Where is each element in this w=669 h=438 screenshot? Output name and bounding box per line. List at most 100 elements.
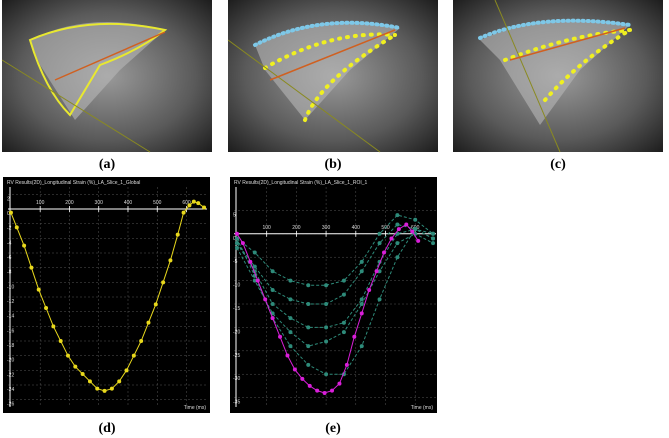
y-tick-label: -15	[233, 306, 240, 312]
data-point	[306, 283, 311, 288]
data-point	[8, 210, 13, 215]
chart-title: RV Results(2D)_Longitudinal Strain (%)_L…	[234, 180, 368, 186]
data-point	[29, 265, 34, 270]
x-tick-label: 100	[36, 200, 45, 206]
x-axis-label: Time (ms)	[411, 405, 434, 411]
data-point	[51, 324, 56, 329]
data-point	[377, 297, 382, 302]
x-tick-label: 200	[292, 225, 301, 231]
data-point	[359, 311, 364, 316]
data-point	[377, 231, 382, 236]
y-tick-label: -18	[7, 343, 14, 349]
data-point	[22, 243, 27, 248]
data-point	[359, 259, 364, 264]
data-point	[270, 302, 275, 307]
data-point	[431, 236, 436, 241]
y-tick-label: -22	[7, 372, 14, 378]
y-tick-label: -20	[233, 329, 240, 335]
chart: RV Results(2D)_Longitudinal Strain (%)_L…	[230, 177, 437, 436]
data-point	[288, 278, 293, 283]
data-point	[102, 388, 107, 393]
image-a	[1, 0, 212, 153]
data-point	[270, 316, 275, 321]
data-point	[288, 330, 293, 335]
x-tick-label: 100	[263, 225, 272, 231]
data-point	[395, 255, 400, 260]
series-line	[236, 214, 434, 286]
data-point	[234, 245, 239, 250]
chart: RV Results(2D)_Longitudinal Strain (%)_L…	[3, 177, 210, 436]
data-point	[73, 364, 78, 369]
data-point	[131, 353, 136, 358]
data-point	[389, 236, 394, 241]
data-point	[95, 386, 100, 391]
data-point	[288, 344, 293, 349]
data-point	[324, 325, 329, 330]
y-tick-label: -10	[233, 283, 240, 289]
panel-label: (a)	[99, 157, 116, 172]
y-tick-label: -2	[7, 226, 12, 232]
data-point	[270, 269, 275, 274]
data-point	[36, 287, 41, 292]
x-tick-label: 300	[95, 200, 104, 206]
data-point	[181, 210, 186, 215]
data-point	[139, 339, 144, 343]
data-point	[324, 283, 329, 288]
y-tick-label: -14	[7, 314, 14, 320]
y-tick-label: -24	[7, 387, 14, 393]
data-point	[65, 353, 70, 358]
data-point	[14, 225, 19, 230]
data-point	[431, 231, 436, 236]
data-point	[240, 241, 245, 246]
x-tick-label: 600	[182, 200, 191, 206]
data-point	[300, 376, 305, 381]
data-point	[377, 241, 382, 246]
data-point	[234, 236, 239, 241]
data-point	[278, 334, 283, 339]
y-tick-label: 0	[7, 211, 10, 217]
image-b	[227, 0, 438, 153]
plot-background	[3, 177, 210, 413]
y-tick-label: 2	[7, 196, 10, 202]
y-tick-label: -6	[7, 255, 12, 261]
data-point	[168, 258, 173, 263]
series-line	[236, 228, 434, 375]
data-point	[359, 297, 364, 302]
data-point	[352, 334, 357, 339]
data-point	[395, 241, 400, 246]
data-point	[306, 344, 311, 349]
panel-label: (e)	[325, 421, 341, 436]
data-point	[288, 297, 293, 302]
y-tick-label: -26	[7, 402, 14, 408]
x-tick-label: 500	[153, 200, 162, 206]
chart-title: RV Results(2D)_Longitudinal Strain (%)_L…	[7, 180, 140, 186]
data-point	[404, 222, 409, 227]
data-point	[124, 368, 129, 373]
x-tick-label: 300	[322, 225, 331, 231]
data-point	[431, 241, 436, 246]
data-point	[307, 383, 312, 388]
data-point	[324, 372, 329, 377]
image-c	[453, 0, 663, 153]
data-point	[234, 241, 239, 246]
x-tick-label: 400	[124, 200, 133, 206]
data-point	[413, 227, 418, 232]
data-point	[344, 362, 349, 367]
data-point	[341, 278, 346, 283]
data-point	[395, 222, 400, 227]
data-point	[248, 259, 253, 264]
x-axis-label: Time (ms)	[184, 405, 207, 411]
data-point	[202, 205, 207, 210]
y-tick-label: -35	[233, 400, 240, 406]
y-tick-label: -8	[7, 270, 12, 276]
y-tick-label: -16	[7, 328, 14, 334]
x-tick-label: 400	[352, 225, 361, 231]
series-line	[236, 228, 434, 328]
data-point	[324, 339, 329, 344]
data-point	[252, 264, 257, 269]
data-point	[416, 238, 421, 243]
data-point	[396, 227, 401, 232]
series-line	[236, 223, 419, 394]
data-point	[288, 316, 293, 321]
